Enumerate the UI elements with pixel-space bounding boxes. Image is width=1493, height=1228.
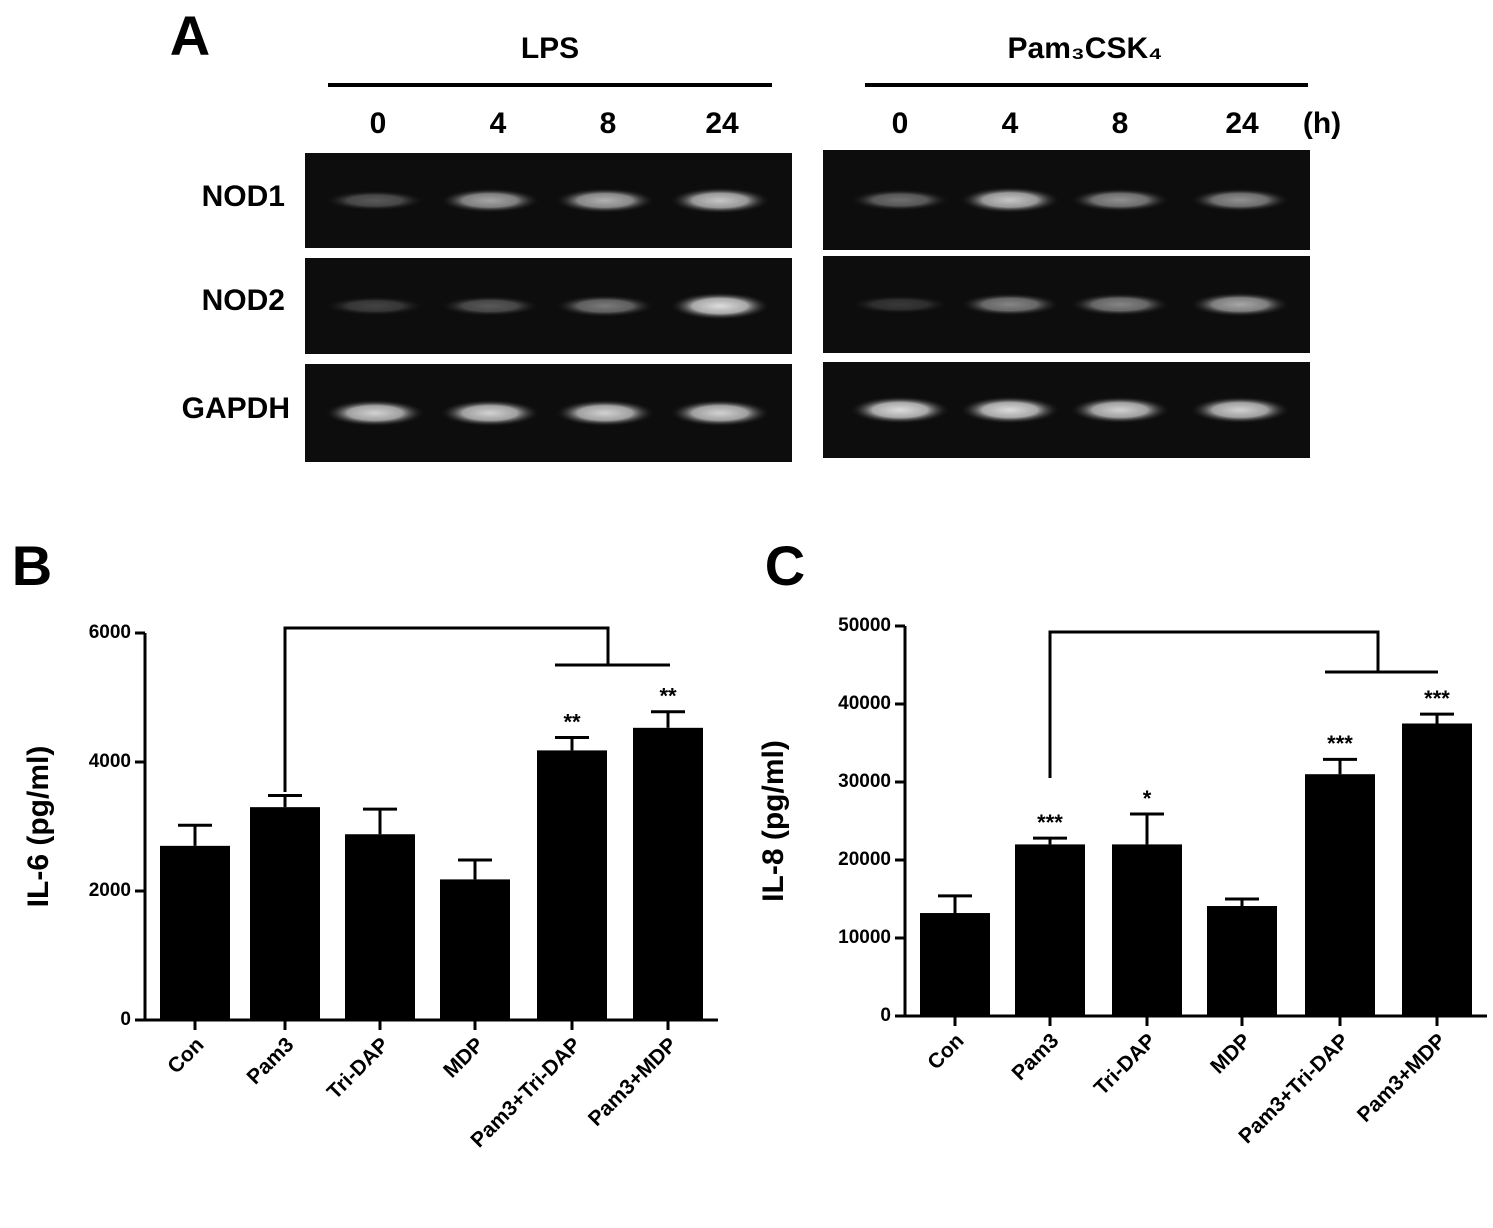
gel-band (960, 186, 1060, 214)
y-tick-label: 2000 (89, 880, 131, 901)
significance-label: *** (1037, 810, 1063, 835)
panel-label: A (170, 4, 210, 67)
gel-band (1070, 293, 1170, 316)
time-label: 24 (705, 107, 739, 140)
gel-band (670, 187, 770, 214)
y-tick-label: 6000 (89, 622, 131, 643)
gel-band (850, 189, 950, 211)
bar (1207, 906, 1277, 1016)
x-tick-label: Pam3+MDP (1353, 1029, 1451, 1127)
y-tick-label: 20000 (838, 849, 891, 870)
significance-bracket (1048, 630, 1380, 778)
gel-band (1190, 292, 1290, 317)
significance-label: * (1143, 786, 1152, 811)
bar (633, 727, 703, 1020)
bar (1112, 844, 1182, 1016)
x-tick-label: Pam3 (243, 1033, 299, 1089)
y-axis-label: IL-6 (pg/ml) (22, 746, 55, 908)
x-tick-label: Pam3+MDP (584, 1033, 682, 1131)
gel-band (670, 292, 770, 320)
time-label: 4 (1002, 107, 1019, 140)
gel-band (1190, 396, 1290, 424)
bar (160, 845, 230, 1020)
time-label: 0 (370, 107, 387, 140)
time-label: 0 (892, 107, 909, 140)
gel-band (440, 295, 540, 317)
y-tick-label: 4000 (89, 751, 131, 772)
row-label: GAPDH (182, 392, 290, 425)
group-label: Pam₃CSK₄ (1008, 32, 1163, 65)
gel-band (1190, 188, 1290, 212)
gel-band (960, 396, 1060, 424)
gel-band (960, 293, 1060, 316)
row-label: NOD1 (202, 180, 285, 213)
time-label: 8 (1112, 107, 1129, 140)
bar (345, 834, 415, 1020)
gel-band (555, 399, 655, 427)
y-tick-label: 0 (120, 1009, 131, 1030)
gel-band (850, 396, 950, 424)
x-tick-label: MDP (1206, 1029, 1255, 1078)
y-tick-label: 0 (880, 1005, 891, 1026)
gel-band (1070, 396, 1170, 424)
gel-band (440, 188, 540, 213)
gel-band (555, 295, 655, 317)
x-tick-label: Con (923, 1029, 968, 1074)
y-tick-label: 40000 (838, 693, 891, 714)
x-tick-label: Tri-DAP (323, 1033, 394, 1104)
bar (1305, 774, 1375, 1016)
gel-band (325, 296, 425, 316)
bar (440, 879, 510, 1020)
y-tick-label: 50000 (838, 615, 891, 636)
time-label: 24 (1225, 107, 1259, 140)
bar (1402, 723, 1472, 1016)
group-label: LPS (521, 32, 579, 65)
panel-label: B (12, 534, 52, 597)
gel-band (440, 399, 540, 427)
panel-label: C (765, 534, 805, 597)
y-axis-label: IL-8 (pg/ml) (757, 740, 790, 902)
time-label: 4 (490, 107, 507, 140)
x-tick-label: Pam3 (1008, 1029, 1064, 1085)
significance-label: *** (1424, 686, 1450, 711)
time-label: 8 (600, 107, 617, 140)
row-label: NOD2 (202, 284, 285, 317)
significance-label: *** (1327, 731, 1353, 756)
significance-label: ** (659, 684, 677, 709)
gel-band (670, 399, 770, 427)
gel-band (1070, 188, 1170, 212)
significance-label: ** (563, 709, 581, 734)
significance-bracket (283, 626, 610, 792)
gel-band (325, 190, 425, 211)
y-tick-label: 10000 (838, 927, 891, 948)
panel-a: A LPS Pam₃CSK₄ (h) NOD1 NOD2 GAPDH 0 4 8 24… (170, 4, 1341, 462)
gel-band (325, 399, 425, 427)
gel-band (850, 295, 950, 314)
bar (537, 750, 607, 1020)
x-tick-label: MDP (439, 1033, 488, 1082)
gel-band (555, 188, 655, 213)
x-tick-label: Con (163, 1033, 208, 1078)
x-tick-label: Tri-DAP (1090, 1029, 1161, 1100)
time-unit: (h) (1303, 107, 1341, 140)
bar (250, 807, 320, 1020)
bar (1015, 844, 1085, 1016)
bar (920, 913, 990, 1016)
y-tick-label: 30000 (838, 771, 891, 792)
